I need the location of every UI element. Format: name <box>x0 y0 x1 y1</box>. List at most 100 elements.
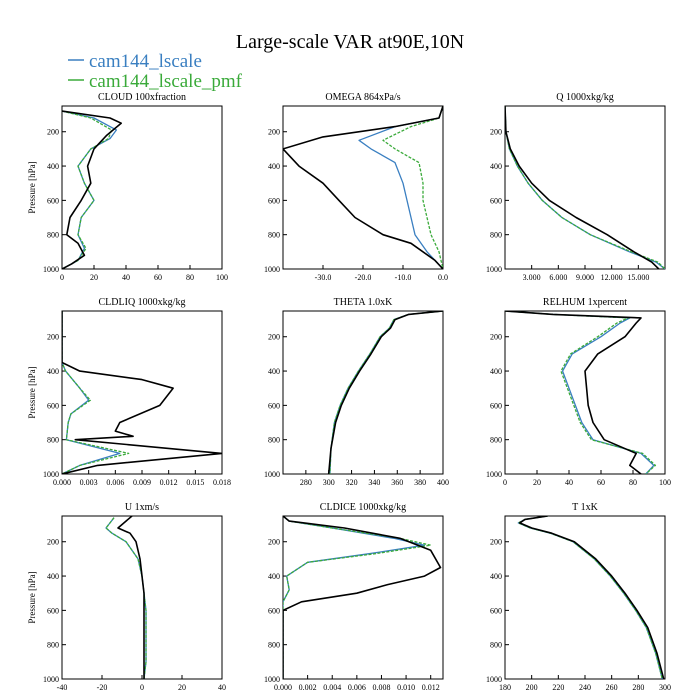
series-line-lscale-pmf <box>62 311 130 474</box>
x-tick-label: 0.004 <box>323 683 341 692</box>
x-tick-label: 180 <box>499 683 511 692</box>
x-tick-label: 9.000 <box>576 273 594 282</box>
y-tick-label: 1000 <box>264 265 280 274</box>
series-line-observed <box>117 516 145 679</box>
y-tick-label: 600 <box>268 606 280 615</box>
series-line-lscale-pmf <box>517 516 663 679</box>
plot-frame <box>504 105 666 270</box>
chart-panel: THETA 1.0xK 200 400 600 800 1000 280 300 320 340 3… <box>264 297 449 487</box>
y-tick-label: 1000 <box>264 470 280 479</box>
series-line-observed <box>327 311 443 474</box>
y-tick-label: 200 <box>268 128 280 137</box>
x-tick-label: 100 <box>659 478 671 487</box>
chart-panel: OMEGA 864xPa/s 200 400 600 800 1000 -30.0 -20.0… <box>264 92 448 282</box>
x-tick-label: 240 <box>579 683 591 692</box>
series-line-lscale-pmf <box>505 106 665 269</box>
x-tick-label: 320 <box>346 478 358 487</box>
y-axis-label: Pressure [hPa] <box>27 161 37 213</box>
y-tick-label: 600 <box>47 606 59 615</box>
series-line-observed <box>505 311 642 474</box>
x-tick-label: 40 <box>565 478 573 487</box>
x-tick-label: -20.0 <box>355 273 372 282</box>
y-tick-label: 200 <box>268 333 280 342</box>
x-tick-label: 280 <box>632 683 644 692</box>
series-line-lscale-pmf <box>505 311 657 474</box>
y-tick-label: 800 <box>490 231 502 240</box>
plot-frame <box>504 515 666 680</box>
y-tick-label: 200 <box>490 128 502 137</box>
y-tick-label: 400 <box>490 367 502 376</box>
x-tick-label: 80 <box>186 273 194 282</box>
y-tick-label: 1000 <box>43 675 59 684</box>
y-tick-label: 400 <box>47 367 59 376</box>
y-tick-label: 600 <box>47 196 59 205</box>
y-tick-label: 1000 <box>486 265 502 274</box>
panel-title: CLDLIQ 1000xkg/kg <box>99 297 186 308</box>
chart-panel: Q 1000xkg/kg 200 400 600 800 1000 3.000 6.000 9.… <box>486 92 666 282</box>
plot-frame <box>61 105 223 270</box>
x-tick-label: 0 <box>60 273 64 282</box>
plot-frame <box>282 515 444 680</box>
plot-frame <box>504 310 666 475</box>
x-tick-label: 220 <box>552 683 564 692</box>
y-tick-label: 400 <box>490 572 502 581</box>
y-tick-label: 1000 <box>486 470 502 479</box>
y-tick-label: 200 <box>47 538 59 547</box>
x-tick-label: 400 <box>437 478 449 487</box>
series-line-lscale <box>505 106 665 269</box>
x-tick-label: 0.002 <box>299 683 317 692</box>
x-tick-label: 0.018 <box>213 478 231 487</box>
y-tick-label: 400 <box>268 367 280 376</box>
y-tick-label: 200 <box>47 333 59 342</box>
series-line-lscale-pmf <box>283 516 432 679</box>
plot-frame <box>61 310 223 475</box>
series-line-observed <box>505 106 660 269</box>
y-tick-label: 400 <box>268 572 280 581</box>
x-tick-label: 0.003 <box>80 478 98 487</box>
series-line-lscale-pmf <box>62 110 113 269</box>
series-line-observed <box>62 110 122 269</box>
x-tick-label: 60 <box>154 273 162 282</box>
y-tick-label: 800 <box>47 641 59 650</box>
y-tick-label: 200 <box>490 333 502 342</box>
x-tick-label: -20 <box>97 683 108 692</box>
series-line-observed <box>518 516 665 679</box>
x-tick-label: 12.000 <box>601 273 623 282</box>
y-axis-label: Pressure [hPa] <box>27 571 37 623</box>
panel-title: U 1xm/s <box>125 502 159 513</box>
panel-title: T 1xK <box>572 502 598 513</box>
x-tick-label: 280 <box>300 478 312 487</box>
x-tick-label: 360 <box>391 478 403 487</box>
legend-label-lscale: cam144_lscale <box>89 51 202 72</box>
y-tick-label: 1000 <box>43 265 59 274</box>
y-tick-label: 400 <box>490 162 502 171</box>
x-tick-label: 260 <box>606 683 618 692</box>
y-tick-label: 1000 <box>43 470 59 479</box>
x-tick-label: 0.008 <box>372 683 390 692</box>
y-tick-label: 800 <box>268 231 280 240</box>
x-tick-label: 6.000 <box>549 273 567 282</box>
x-tick-label: 0.012 <box>160 478 178 487</box>
x-tick-label: 100 <box>216 273 228 282</box>
x-tick-label: 0.015 <box>186 478 204 487</box>
y-tick-label: 800 <box>47 436 59 445</box>
panel-title: OMEGA 864xPa/s <box>325 92 400 103</box>
panel-title: CLDICE 1000xkg/kg <box>320 502 406 513</box>
x-tick-label: 3.000 <box>523 273 541 282</box>
series-line-observed <box>283 516 442 679</box>
x-tick-label: 0.006 <box>348 683 366 692</box>
panel-title: CLOUD 100xfraction <box>98 92 186 103</box>
series-line-lscale <box>517 516 663 679</box>
y-tick-label: 800 <box>490 641 502 650</box>
y-tick-label: 800 <box>47 231 59 240</box>
plot-frame <box>61 515 223 680</box>
figure-title: Large-scale VAR at90E,10N <box>236 31 464 53</box>
y-tick-label: 400 <box>268 162 280 171</box>
x-tick-label: -30.0 <box>315 273 332 282</box>
y-tick-label: 600 <box>490 401 502 410</box>
